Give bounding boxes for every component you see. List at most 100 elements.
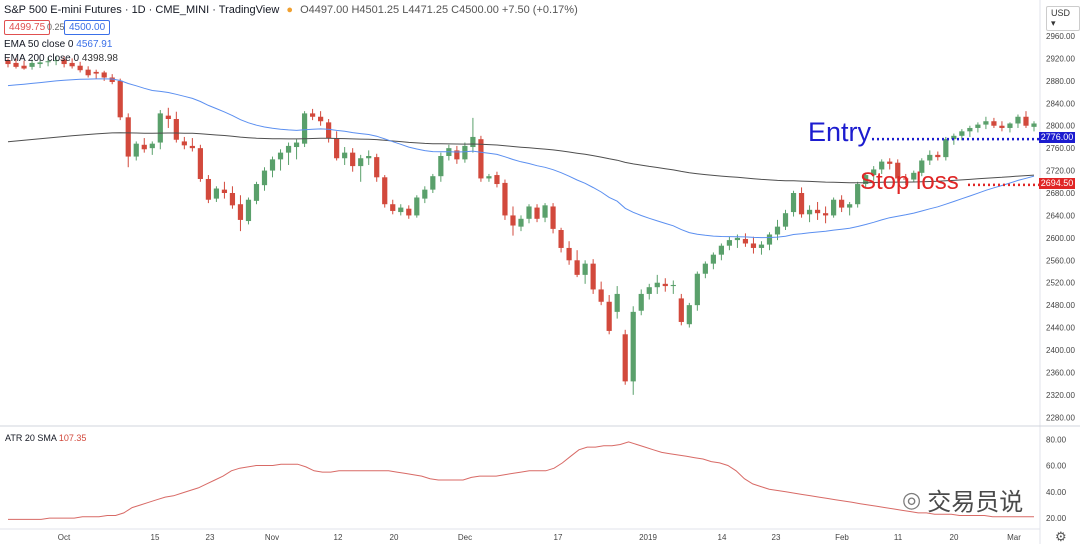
- candle-body: [21, 65, 27, 69]
- candle-body: [1031, 123, 1037, 127]
- candle-body: [750, 243, 757, 248]
- candle-body: [678, 298, 684, 322]
- ema50-line: [7, 78, 1035, 239]
- x-tick-label: 14: [718, 533, 727, 542]
- candle-body: [382, 177, 388, 205]
- symbol-header: S&P 500 E-mini Futures · 1D · CME_MINI ·…: [4, 4, 582, 16]
- candle-body: [470, 136, 476, 148]
- y-tick-label: 2640.00: [1046, 211, 1075, 220]
- ema200-label: EMA 200 close 0: [4, 53, 80, 64]
- candle-body: [406, 208, 412, 216]
- atr-legend: ATR 20 SMA 107.35: [5, 433, 86, 443]
- candle-body: [213, 188, 220, 199]
- y-tick-label: 2440.00: [1046, 324, 1075, 333]
- candle-body: [919, 160, 925, 173]
- candle-body: [149, 143, 155, 149]
- y-tick-label: 2360.00: [1046, 368, 1075, 377]
- x-tick-label: 12: [334, 533, 343, 542]
- atr-tick-label: 40.00: [1046, 488, 1067, 497]
- candle-body: [1007, 123, 1013, 128]
- candle-body: [318, 116, 324, 122]
- candle-body: [630, 311, 636, 382]
- candle-body: [935, 154, 941, 158]
- candle-body: [822, 213, 829, 216]
- candle-body: [670, 284, 676, 287]
- candle-body: [502, 182, 508, 216]
- candle-body: [93, 71, 99, 74]
- sell-button[interactable]: 4499.75: [4, 20, 51, 35]
- wechat-icon: ◎: [902, 486, 922, 512]
- y-tick-label: 2720.00: [1046, 167, 1075, 176]
- candle-body: [566, 247, 572, 261]
- candle-body: [758, 244, 765, 248]
- candle-body: [887, 161, 893, 164]
- candle-body: [245, 199, 252, 222]
- chevron-down-icon: ▾: [1051, 18, 1056, 28]
- candle-body: [285, 145, 292, 153]
- candle-body: [911, 172, 917, 180]
- candle-body: [253, 184, 260, 201]
- candle-body: [221, 189, 228, 194]
- candle-body: [839, 199, 845, 208]
- candle-body: [374, 157, 380, 178]
- candle-body: [766, 234, 773, 245]
- buy-button[interactable]: 4500.00: [64, 20, 111, 35]
- candle-body: [398, 207, 404, 213]
- candle-body: [646, 287, 652, 294]
- candle-body: [157, 113, 163, 143]
- candle-body: [85, 69, 91, 76]
- atr-tick-label: 20.00: [1046, 514, 1067, 523]
- candle-body: [951, 135, 957, 140]
- candle-body: [542, 205, 548, 218]
- atr-line: [8, 441, 1034, 520]
- y-tick-label: 2280.00: [1046, 413, 1075, 422]
- candle-body: [366, 156, 372, 159]
- candle-body: [879, 161, 885, 170]
- ema200-legend: EMA 200 close 0 4398.98: [4, 53, 118, 64]
- candle-body: [61, 59, 67, 65]
- y-tick-label: 2880.00: [1046, 77, 1075, 86]
- x-tick-label: 23: [772, 533, 781, 542]
- candle-body: [205, 178, 211, 200]
- candle-body: [574, 260, 580, 275]
- currency-selector[interactable]: USD ▾: [1046, 6, 1080, 31]
- candle-body: [117, 80, 123, 118]
- candle-body: [526, 206, 532, 219]
- candle-body: [606, 301, 612, 331]
- atr-value: 107.35: [58, 433, 87, 443]
- candle-body: [125, 117, 131, 157]
- candle-body: [77, 65, 83, 71]
- ema200-value: 4398.98: [81, 53, 118, 64]
- candle-body: [831, 199, 837, 216]
- candle-body: [53, 60, 59, 62]
- atr-tick-label: 60.00: [1046, 462, 1067, 471]
- candle-body: [550, 206, 556, 229]
- candle-body: [101, 72, 107, 78]
- candle-body: [558, 230, 564, 248]
- candle-body: [598, 289, 604, 302]
- candle-body: [414, 197, 420, 216]
- candle-body: [742, 238, 749, 244]
- x-tick-label: Oct: [58, 533, 71, 542]
- candle-body: [293, 142, 300, 148]
- candle-body: [991, 121, 997, 126]
- candle-body: [782, 213, 789, 227]
- atr-label: ATR 20 SMA: [5, 433, 57, 443]
- stop-price-label: 2694.50: [1039, 178, 1075, 189]
- settings-gear-icon[interactable]: ⚙: [1055, 529, 1067, 544]
- candle-body: [863, 175, 869, 185]
- watermark-text: 交易员说: [927, 489, 1024, 516]
- candle-body: [654, 282, 660, 288]
- candle-body: [638, 293, 644, 311]
- candle-body: [686, 305, 692, 325]
- candle-body: [197, 148, 203, 179]
- y-tick-label: 2840.00: [1046, 99, 1075, 108]
- candle-body: [790, 193, 797, 213]
- candle-body: [358, 158, 364, 167]
- candle-body: [261, 170, 268, 186]
- candle-body: [438, 156, 444, 177]
- candle-body: [662, 283, 668, 287]
- candle-body: [975, 124, 981, 128]
- candle-body: [959, 131, 965, 136]
